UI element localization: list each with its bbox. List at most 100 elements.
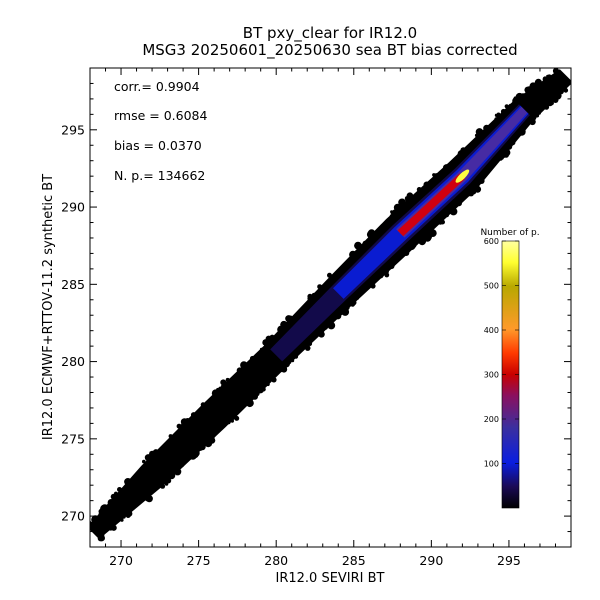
x-tick-label: 295 <box>497 553 521 568</box>
colorbar-ticks: 100 200 300 400 500 600 <box>484 237 519 469</box>
density-edge-point <box>120 518 124 522</box>
density-edge-point <box>349 253 356 260</box>
density-edge-point <box>174 468 181 475</box>
density-edge-point <box>107 499 115 506</box>
density-edge-point <box>399 200 406 206</box>
density-edge-point <box>510 140 516 146</box>
density-edge-point <box>293 354 299 359</box>
density-edge-point <box>354 241 362 250</box>
density-edge-point <box>460 150 464 155</box>
density-edge-point <box>535 113 540 118</box>
density-edge-point <box>279 368 283 373</box>
density-edge-point <box>245 399 254 408</box>
density-edge-point <box>443 164 451 172</box>
x-axis-label: IR12.0 SEVIRI BT <box>276 571 385 586</box>
density-edge-point <box>502 148 511 157</box>
density-edge-point <box>146 456 153 463</box>
stat-line: rmse = 0.6084 <box>114 108 208 123</box>
density-edge-point <box>517 127 526 136</box>
stat-line: bias = 0.0370 <box>114 138 202 153</box>
density-edge-point <box>304 345 311 351</box>
density-edge-point <box>504 104 509 109</box>
density-edge-point <box>542 76 548 82</box>
density-edge-point <box>225 377 230 382</box>
density-edge-point <box>331 274 336 279</box>
density-edge-point <box>180 463 184 468</box>
density-edge-point <box>378 272 384 279</box>
density-edge-point <box>209 434 215 440</box>
density-edge-point <box>98 534 105 542</box>
y-tick-label: 285 <box>61 277 85 292</box>
density-edge-point <box>144 495 151 502</box>
stat-line: corr.= 0.9904 <box>114 79 200 94</box>
colorbar-tick-label: 200 <box>484 415 499 424</box>
density-peak <box>455 169 470 183</box>
density-edge-point <box>307 341 313 346</box>
density-edge-point <box>110 493 117 500</box>
density-edge-point <box>255 391 260 397</box>
density-edge-point <box>200 405 205 410</box>
colorbar-tick-label: 300 <box>484 371 499 380</box>
x-tick-label: 290 <box>419 553 443 568</box>
density-edge-point <box>535 81 540 87</box>
density-edge-point <box>234 415 240 421</box>
x-tick-label: 285 <box>342 553 366 568</box>
density-edge-point <box>508 103 513 109</box>
density-edge-point <box>341 308 350 316</box>
density-edge-point <box>307 293 313 299</box>
density-edge-point <box>498 156 503 161</box>
density-edge-point <box>562 86 567 91</box>
density-edge-point <box>494 113 499 118</box>
density-edge-point <box>529 118 536 126</box>
density-edge-point <box>164 482 169 486</box>
density-edge-point <box>474 185 482 193</box>
density-edge-point <box>552 97 559 103</box>
density-edge-point <box>515 92 524 101</box>
density-edge-point <box>423 181 430 188</box>
colorbar: Number of p. 100 200 300 400 500 600 <box>480 228 540 509</box>
plot-frame <box>89 67 572 548</box>
density-edge-point <box>416 187 422 192</box>
density-edge-point <box>98 512 102 516</box>
density-edge-point <box>384 268 389 273</box>
density-edge-point <box>168 434 173 439</box>
density-edge-point <box>436 220 441 225</box>
x-tick-label: 280 <box>264 553 288 568</box>
y-tick-label: 295 <box>61 122 85 137</box>
density-edge-point <box>444 212 450 218</box>
density-edge-point <box>117 487 122 492</box>
density-edge-point <box>338 266 343 271</box>
density-edge-point <box>483 124 490 132</box>
density-edge-point <box>456 200 462 207</box>
y-tick-label: 275 <box>61 431 85 446</box>
density-edge-point <box>249 355 256 362</box>
density-edge-point <box>110 524 117 531</box>
density-edge-point <box>350 302 355 307</box>
statistics-box: corr.= 0.9904 rmse = 0.6084 bias = 0.0370 N… <box>114 79 208 183</box>
density-edge-point <box>327 272 332 278</box>
colorbar-title: Number of p. <box>480 228 539 238</box>
density-edge-point <box>546 98 554 107</box>
density-edge-point <box>500 108 507 115</box>
density-edge-point <box>179 424 185 430</box>
density-edge-point <box>468 191 474 197</box>
density-edge-point <box>264 342 270 349</box>
density-edge-point <box>150 450 159 459</box>
density-edge-point <box>327 321 336 330</box>
density-edge-point <box>246 362 250 366</box>
stat-line: N. p.= 134662 <box>114 168 205 183</box>
density-edge-point <box>218 386 224 392</box>
density-edge-point <box>390 210 394 214</box>
colorbar-tick-label: 100 <box>484 460 499 469</box>
colorbar-tick-label: 400 <box>484 326 499 335</box>
colorbar-tick-label: 500 <box>484 282 499 291</box>
density-edge-point <box>480 130 486 135</box>
density-edge-point <box>388 262 395 270</box>
density-edge-point <box>403 249 410 256</box>
density-edge-point <box>240 361 248 369</box>
density-edge-point <box>122 515 126 519</box>
density-edge-point <box>280 320 288 329</box>
density-edge-point <box>266 382 270 387</box>
density-edge-point <box>293 315 297 319</box>
density-edge-point <box>488 166 493 171</box>
